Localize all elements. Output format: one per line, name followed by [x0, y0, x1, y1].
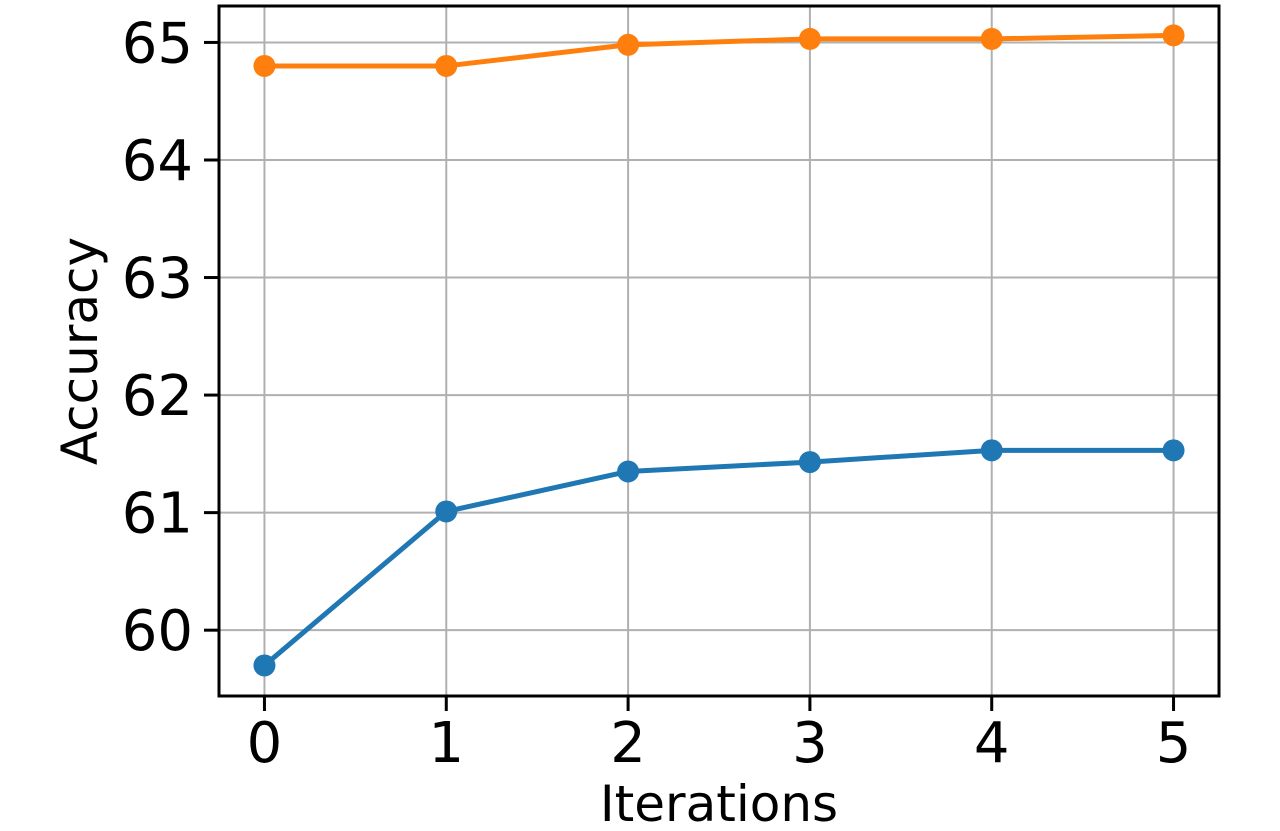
blue-series-point [253, 654, 276, 677]
axes-layer: 0 1 2 3 4 5 60 61 62 63 64 65 [122, 4, 1221, 776]
blue-series-point [980, 439, 1003, 462]
x-tick-label: 4 [974, 711, 1010, 776]
blue-series-point [1162, 439, 1185, 462]
x-tick-label: 0 [247, 711, 283, 776]
x-tick-label: 2 [610, 711, 646, 776]
orange-series-point [435, 54, 458, 77]
y-tick-label: 61 [122, 482, 193, 547]
orange-series-line [261, 32, 1177, 69]
x-tick-label: 5 [1156, 711, 1192, 776]
y-tick-label: 65 [122, 11, 193, 76]
blue-series-point [798, 451, 821, 474]
y-axis-label: Accuracy [51, 237, 109, 465]
y-tick-label: 63 [122, 247, 193, 312]
grid-layer [219, 6, 1219, 696]
y-tick-label: 60 [122, 599, 193, 664]
blue-series-line [261, 447, 1177, 668]
y-tick-label: 62 [122, 364, 193, 429]
orange-series-point [253, 54, 276, 77]
blue-series-point [617, 460, 640, 483]
x-tick-label: 1 [428, 711, 464, 776]
blue-series-point [435, 500, 458, 523]
x-axis-label: Iterations [600, 775, 838, 831]
orange-series-point [980, 27, 1003, 50]
orange-series-point [798, 27, 821, 50]
orange-series-point [617, 33, 640, 56]
y-tick-label: 64 [122, 129, 193, 194]
plot-border [217, 4, 1221, 698]
x-tick-label: 3 [792, 711, 828, 776]
orange-series-point [1162, 24, 1185, 47]
series-layer [253, 24, 1185, 677]
